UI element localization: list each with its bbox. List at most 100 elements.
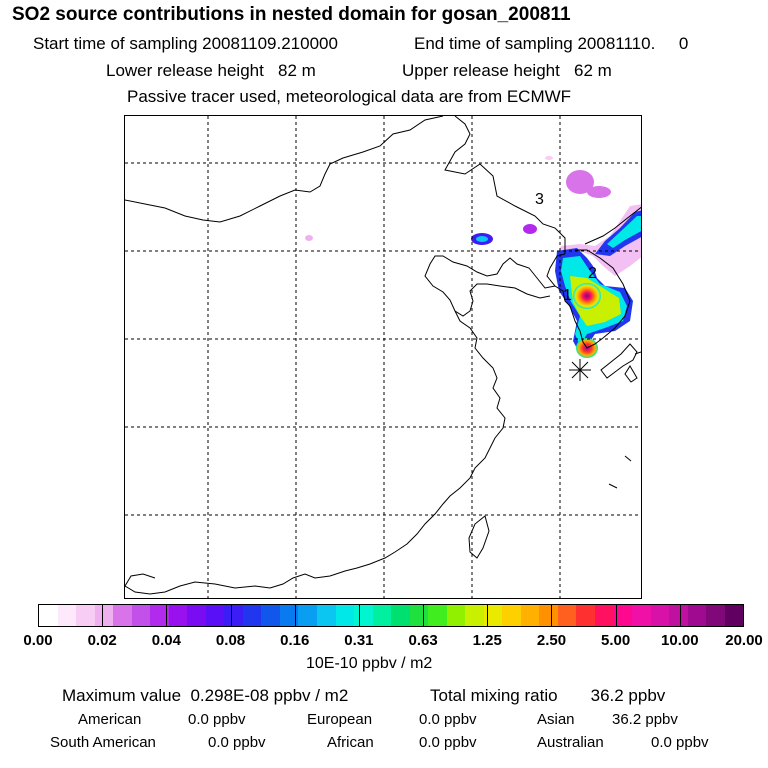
colorbar-tick-label: 2.50 bbox=[536, 632, 567, 649]
colorbar-segment bbox=[39, 605, 58, 626]
colorbar-segment bbox=[316, 605, 336, 626]
region-name-asian: Asian bbox=[537, 711, 575, 728]
mongolia-border bbox=[125, 116, 444, 223]
plume-blue-ne bbox=[595, 210, 641, 256]
region-value-asian: 36.2 ppbv bbox=[612, 711, 678, 728]
total-mixing-ratio: Total mixing ratio 36.2 ppbv bbox=[430, 686, 666, 705]
colorbar-segment bbox=[539, 605, 558, 626]
colorbar-segment bbox=[724, 605, 744, 626]
source-label-2: 2 bbox=[588, 265, 597, 282]
colorbar-divider bbox=[358, 605, 360, 626]
coastlines bbox=[125, 116, 641, 595]
colorbar-segment bbox=[372, 605, 392, 626]
colorbar-segment bbox=[94, 605, 114, 626]
colorbar-segment bbox=[76, 605, 95, 626]
manchuria-border bbox=[444, 116, 566, 254]
region-name-american: American bbox=[78, 711, 142, 728]
colorbar-tick-label: 10.00 bbox=[661, 632, 699, 649]
region-name-european: European bbox=[307, 711, 373, 728]
colorbar bbox=[38, 604, 744, 627]
so2-plume bbox=[305, 156, 641, 358]
lower-release-height: Lower release height 82 m bbox=[106, 61, 316, 80]
taiwan-coast bbox=[468, 515, 490, 559]
colorbar-divider bbox=[102, 605, 104, 626]
colorbar-segment bbox=[391, 605, 410, 626]
maximum-value: Maximum value 0.298E-08 ppbv / m2 bbox=[62, 686, 349, 705]
colorbar-tick-label: 0.31 bbox=[344, 632, 374, 649]
colorbar-segment bbox=[279, 605, 299, 626]
plume-patch-violet bbox=[523, 224, 537, 234]
colorbar-segment bbox=[224, 605, 243, 626]
source-hotspot-1 bbox=[573, 283, 601, 309]
sampling-start: Start time of sampling 20081109.210000 bbox=[33, 34, 338, 53]
sampling-end: End time of sampling 20081110. 0 bbox=[414, 34, 689, 53]
colorbar-segment bbox=[131, 605, 151, 626]
colorbar-tick-label: 20.00 bbox=[725, 632, 763, 649]
colorbar-segment bbox=[632, 605, 651, 626]
colorbar-segment bbox=[242, 605, 262, 626]
colorbar-segment bbox=[483, 605, 503, 626]
colorbar-segment bbox=[428, 605, 447, 626]
island-4 bbox=[634, 351, 641, 355]
colorbar-segment bbox=[168, 605, 188, 626]
colorbar-divider bbox=[423, 605, 425, 626]
source-label-1: 1 bbox=[563, 287, 572, 304]
plume-patch-3 bbox=[566, 170, 594, 194]
colorbar-divider bbox=[294, 605, 296, 626]
colorbar-segment bbox=[594, 605, 614, 626]
colorbar-segment bbox=[706, 605, 725, 626]
tracer-note: Passive tracer used, meteorological data… bbox=[127, 87, 572, 106]
southwest-border bbox=[125, 573, 156, 587]
map-panel: 1 2 3 bbox=[124, 115, 642, 599]
colorbar-segment bbox=[409, 605, 429, 626]
colorbar-segment bbox=[187, 605, 206, 626]
region-value-african: 0.0 ppbv bbox=[419, 734, 477, 751]
island-3 bbox=[608, 483, 618, 489]
region-name-african: African bbox=[327, 734, 374, 751]
map-canvas: 1 2 3 bbox=[125, 116, 641, 598]
colorbar-tick-label: 1.25 bbox=[472, 632, 502, 649]
colorbar-divider bbox=[166, 605, 168, 626]
island-2 bbox=[624, 455, 632, 462]
southern-border bbox=[125, 567, 358, 595]
china-east-coast bbox=[356, 310, 506, 569]
colorbar-divider bbox=[487, 605, 489, 626]
plume-patch-small bbox=[305, 235, 313, 241]
region-name-australian: Australian bbox=[537, 734, 604, 751]
plume-patch-tiny bbox=[545, 156, 553, 160]
colorbar-segment bbox=[57, 605, 77, 626]
colorbar-segment bbox=[687, 605, 707, 626]
colorbar-segment bbox=[576, 605, 595, 626]
figure-title: SO2 source contributions in nested domai… bbox=[12, 4, 571, 25]
colorbar-segment bbox=[465, 605, 484, 626]
kyushu-coast bbox=[600, 343, 638, 379]
colorbar-segment bbox=[502, 605, 521, 626]
plume-fringe-ne bbox=[557, 204, 641, 276]
colorbar-segment bbox=[613, 605, 632, 626]
colorbar-divider bbox=[679, 605, 681, 626]
colorbar-segment bbox=[298, 605, 317, 626]
region-value-european: 0.0 ppbv bbox=[419, 711, 477, 728]
colorbar-segment bbox=[669, 605, 688, 626]
plume-patch-blue-core bbox=[476, 236, 488, 242]
colorbar-divider bbox=[615, 605, 617, 626]
region-value-south-american: 0.0 ppbv bbox=[208, 734, 266, 751]
colorbar-units: 10E-10 ppbv / m2 bbox=[306, 655, 433, 672]
colorbar-segment bbox=[205, 605, 225, 626]
colorbar-segment bbox=[335, 605, 355, 626]
colorbar-segment bbox=[354, 605, 373, 626]
region-name-south-american: South American bbox=[50, 734, 156, 751]
colorbar-tick-label: 5.00 bbox=[601, 632, 631, 649]
korea-coast bbox=[546, 249, 631, 349]
region-value-australian: 0.0 ppbv bbox=[651, 734, 709, 751]
map-grid bbox=[125, 116, 641, 598]
colorbar-segment bbox=[150, 605, 169, 626]
plume-cyan-ne bbox=[607, 216, 641, 248]
colorbar-divider bbox=[551, 605, 553, 626]
colorbar-tick-label: 0.63 bbox=[408, 632, 438, 649]
upper-release-height: Upper release height 62 m bbox=[402, 61, 612, 80]
bohai-coast bbox=[424, 255, 556, 317]
colorbar-segment bbox=[261, 605, 280, 626]
colorbar-tick-label: 0.08 bbox=[215, 632, 246, 649]
source-label-3: 3 bbox=[535, 191, 544, 208]
